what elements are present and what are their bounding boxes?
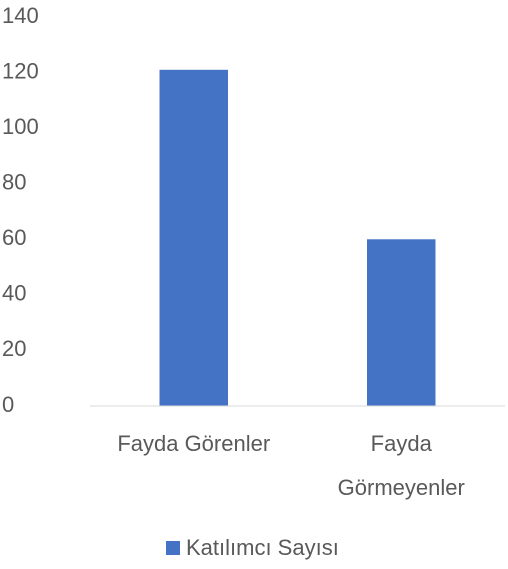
legend-label: Katılımcı Sayısı [186,535,339,560]
y-tick-label: 140 [2,3,39,28]
x-tick-label: Fayda Görmeyenler [337,431,465,500]
x-tick-label-box: Fayda Görenler [117,431,271,456]
y-tick-label: 60 [2,225,26,250]
x-tick-label: Fayda Görenler [117,431,271,456]
y-tick-label: 120 [2,58,39,83]
y-tick-label: 0 [2,392,14,417]
y-tick-label: 100 [2,114,39,139]
y-tick-label: 40 [2,281,26,306]
legend-swatch [166,541,180,555]
y-tick-label: 80 [2,170,26,195]
bar [159,69,228,407]
y-tick-label: 20 [2,336,26,361]
x-tick-label-box: Fayda Görmeyenler [337,431,465,500]
bar [367,239,436,406]
